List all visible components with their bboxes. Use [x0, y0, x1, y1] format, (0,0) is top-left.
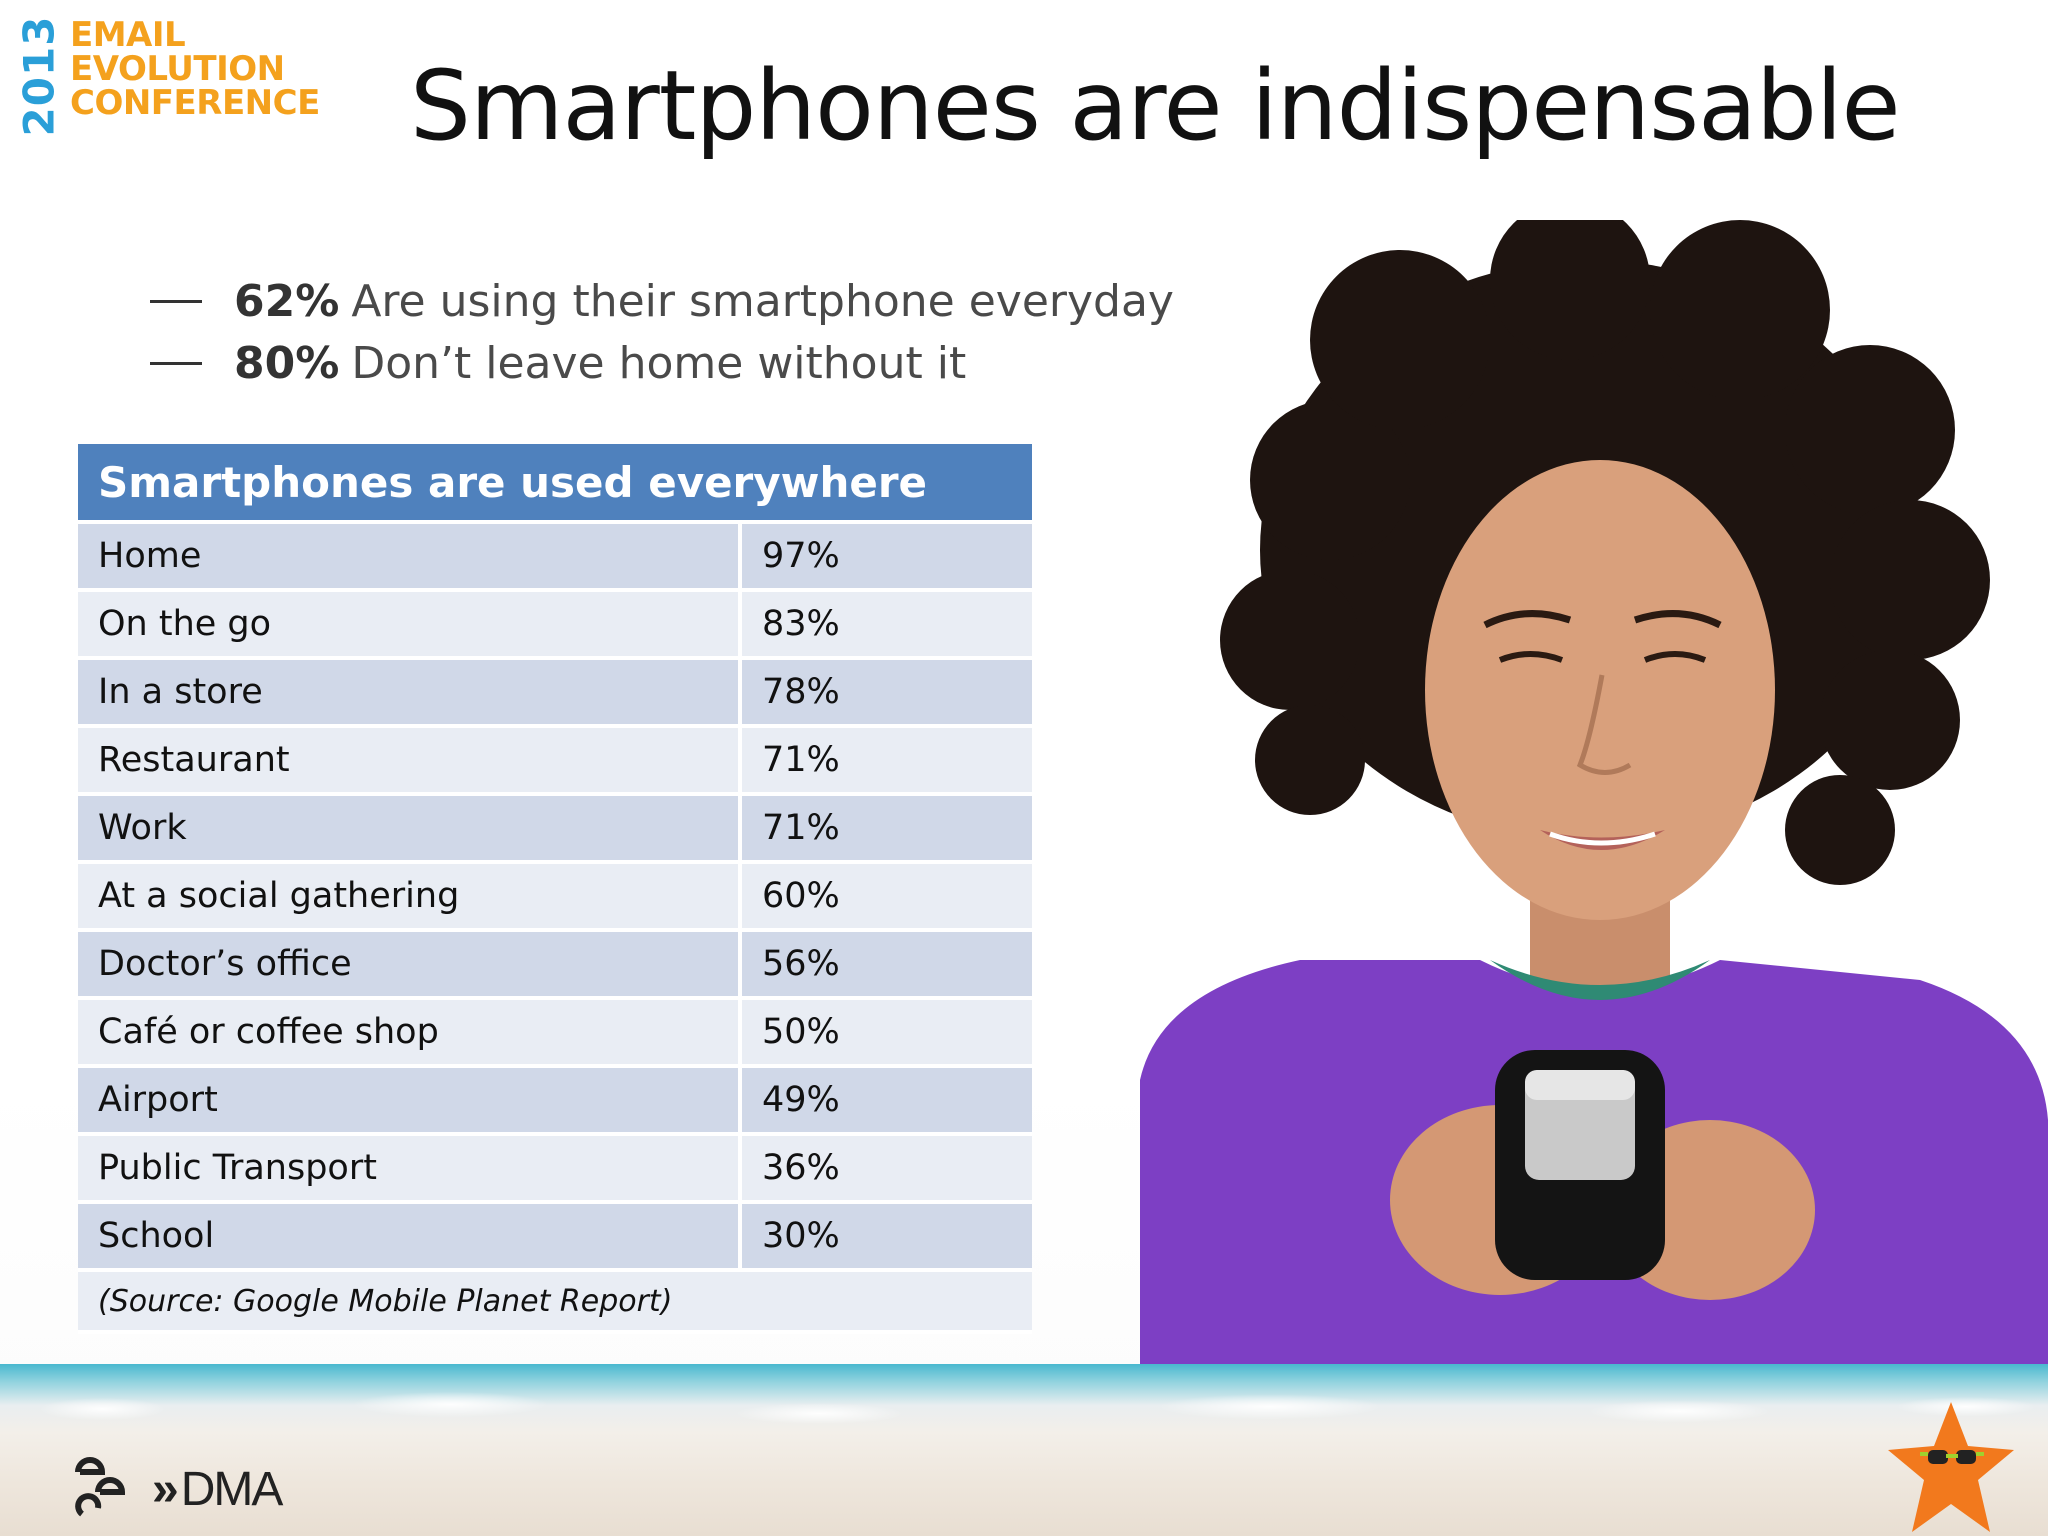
logo-year: 2013 — [15, 16, 64, 137]
bullet-item: 62% Are using their smartphone everyday — [150, 270, 1174, 332]
starfish-sunglasses-icon — [1888, 1402, 2014, 1532]
table-cell-place: In a store — [78, 660, 742, 728]
table-row: Café or coffee shop 50% — [78, 1000, 1032, 1068]
table-row: Home 97% — [78, 524, 1032, 592]
table-cell-place: At a social gathering — [78, 864, 742, 932]
table-source-row: (Source: Google Mobile Planet Report) — [78, 1272, 1032, 1334]
table-cell-place: School — [78, 1204, 742, 1272]
table-cell-percent: 71% — [742, 796, 1032, 864]
table-row: Doctor’s office 56% — [78, 932, 1032, 1000]
left-eye-shape — [1498, 651, 1564, 663]
table-cell-place: Work — [78, 796, 742, 864]
table-cell-place: Café or coffee shop — [78, 1000, 742, 1068]
table-cell-percent: 30% — [742, 1204, 1032, 1272]
wave-foam — [0, 1386, 2048, 1432]
table-row: At a social gathering 60% — [78, 864, 1032, 932]
conference-logo: 2013 EMAIL EVOLUTION CONFERENCE — [15, 16, 321, 137]
table-cell-percent: 60% — [742, 864, 1032, 932]
nose-shape — [1576, 674, 1632, 775]
table-cell-percent: 56% — [742, 932, 1032, 1000]
left-brow-shape — [1483, 610, 1572, 629]
mouth-shape — [1540, 830, 1665, 850]
bullet-item: 80% Don’t leave home without it — [150, 332, 1174, 394]
eec-logo-icon — [75, 1457, 126, 1517]
woman-using-smartphone-photo — [1140, 220, 2048, 1366]
hair-shape — [1220, 220, 1990, 885]
logo-line-email: EMAIL — [70, 15, 186, 55]
dma-label: DMA — [180, 1463, 284, 1516]
table-cell-percent: 97% — [742, 524, 1032, 592]
smartphone-icon — [1495, 1050, 1665, 1280]
table-header: Smartphones are used everywhere — [78, 444, 1032, 524]
right-brow-shape — [1633, 610, 1722, 629]
collar-shape — [1490, 960, 1710, 1000]
table-cell-place: On the go — [78, 592, 742, 660]
table-source: (Source: Google Mobile Planet Report) — [78, 1272, 1032, 1334]
table-cell-place: Doctor’s office — [78, 932, 742, 1000]
locations-table: Smartphones are used everywhere Home 97%… — [78, 444, 1032, 1334]
table-cell-percent: 71% — [742, 728, 1032, 796]
table-row: Public Transport 36% — [78, 1136, 1032, 1204]
bullet-text: Don’t leave home without it — [351, 337, 967, 389]
teeth-shape — [1549, 831, 1656, 846]
logo-words: EMAIL EVOLUTION CONFERENCE — [70, 18, 320, 120]
bullet-list: 62% Are using their smartphone everyday … — [150, 270, 1174, 394]
right-eye-shape — [1643, 651, 1707, 663]
dash-icon — [150, 361, 202, 365]
logo-line-conference: CONFERENCE — [70, 83, 320, 123]
table-cell-percent: 83% — [742, 592, 1032, 660]
table-cell-place: Airport — [78, 1068, 742, 1136]
logo-year-text: 2013 — [14, 15, 64, 137]
table-row: Airport 49% — [78, 1068, 1032, 1136]
table-row: In a store 78% — [78, 660, 1032, 728]
table-cell-place: Restaurant — [78, 728, 742, 796]
bullet-value: 80% — [234, 337, 340, 389]
bullet-text: Are using their smartphone everyday — [351, 275, 1174, 327]
table-cell-percent: 49% — [742, 1068, 1032, 1136]
table-cell-place: Home — [78, 524, 742, 592]
table-cell-place: Public Transport — [78, 1136, 742, 1204]
table-cell-percent: 78% — [742, 660, 1032, 728]
table-row: Restaurant 71% — [78, 728, 1032, 796]
logo-line-evolution: EVOLUTION — [70, 49, 285, 89]
table-row: Work 71% — [78, 796, 1032, 864]
beach-footer — [0, 1364, 2048, 1536]
bullet-value: 62% — [234, 275, 340, 327]
table-cell-percent: 36% — [742, 1136, 1032, 1204]
table-row: On the go 83% — [78, 592, 1032, 660]
table-cell-percent: 50% — [742, 1000, 1032, 1068]
slide-title: Smartphones are indispensable — [410, 50, 1901, 162]
dma-logo: » DMA — [152, 1462, 284, 1517]
dash-icon — [150, 299, 202, 303]
dma-chevron-icon: » — [152, 1463, 179, 1516]
table-row: School 30% — [78, 1204, 1032, 1272]
